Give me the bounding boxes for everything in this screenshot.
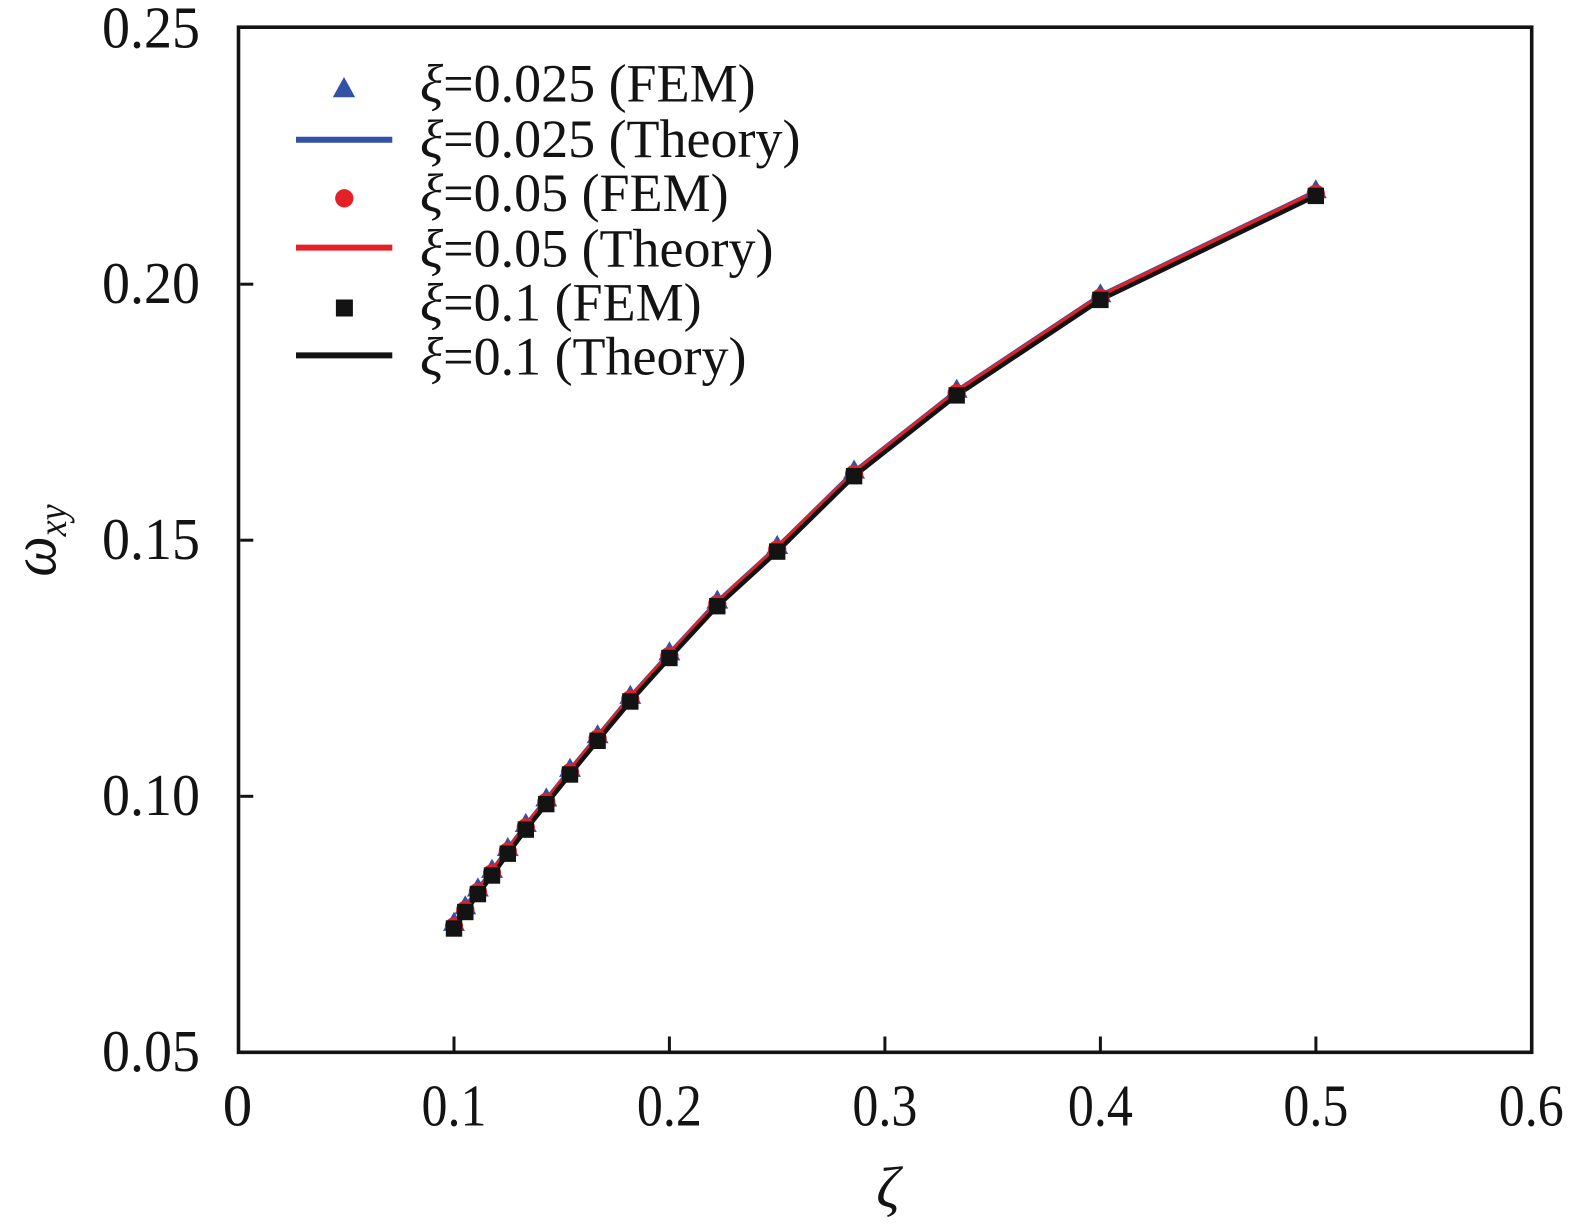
svg-text:ξ=0.025 (FEM): ξ=0.025 (FEM) — [420, 53, 756, 113]
svg-text:ξ=0.025 (Theory): ξ=0.025 (Theory) — [420, 109, 800, 169]
svg-text:0.05: 0.05 — [102, 1018, 200, 1084]
svg-text:0.5: 0.5 — [1283, 1073, 1348, 1139]
svg-text:0.25: 0.25 — [102, 0, 200, 61]
svg-text:ξ=0.1 (Theory): ξ=0.1 (Theory) — [420, 327, 746, 387]
svg-text:ξ=0.05 (Theory): ξ=0.05 (Theory) — [420, 218, 773, 278]
svg-text:0.4: 0.4 — [1068, 1073, 1133, 1139]
svg-text:0.20: 0.20 — [102, 250, 200, 316]
svg-text:0.10: 0.10 — [102, 762, 200, 828]
svg-text:0.1: 0.1 — [422, 1073, 487, 1139]
svg-text:0.15: 0.15 — [102, 506, 200, 572]
svg-text:ξ=0.05 (FEM): ξ=0.05 (FEM) — [420, 163, 729, 223]
svg-text:ωxy: ωxy — [0, 504, 76, 577]
svg-text:0.6: 0.6 — [1499, 1073, 1564, 1139]
svg-text:0.3: 0.3 — [852, 1073, 917, 1139]
svg-text:0.2: 0.2 — [637, 1073, 702, 1139]
svg-text:ζ: ζ — [876, 1155, 903, 1220]
svg-text:ξ=0.1 (FEM): ξ=0.1 (FEM) — [420, 273, 702, 333]
svg-text:0: 0 — [223, 1073, 253, 1139]
